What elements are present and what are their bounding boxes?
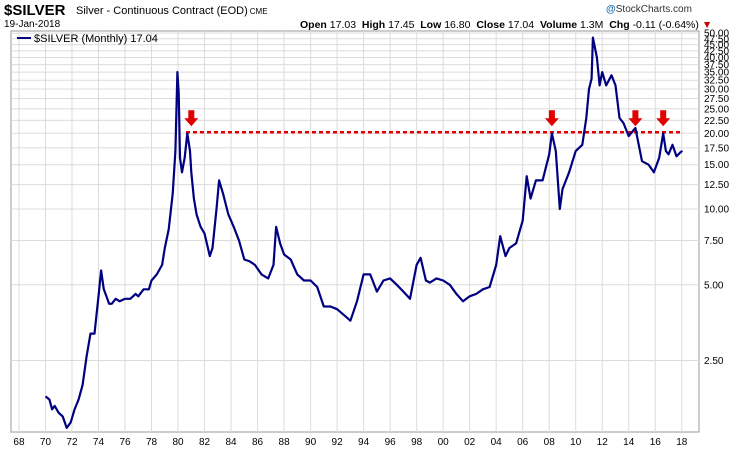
x-tick-label-02: 02 <box>464 437 476 448</box>
legend: $SILVER (Monthly) 17.04 <box>17 33 158 45</box>
down-arrow-icon-2 <box>544 110 559 127</box>
chg-label: Chg <box>609 19 630 31</box>
plot-frame <box>10 30 700 433</box>
y-tick-label-37.50: 37.50 <box>704 60 729 71</box>
y-tick-label-30.00: 30.00 <box>704 84 729 95</box>
silver-price-series-line <box>44 36 684 429</box>
x-tick-label-84: 84 <box>225 437 237 448</box>
y-tick-label-22.50: 22.50 <box>704 116 729 127</box>
contract-name: Silver - Continuous Contract (EOD) <box>76 5 248 17</box>
y-tick-label-27.50: 27.50 <box>704 94 729 105</box>
volume-label: Volume <box>539 19 578 31</box>
ohlc-summary: Open 17.03 High 17.45 Low 16.80 Close 17… <box>300 19 712 31</box>
x-tick-label-76: 76 <box>119 437 131 448</box>
x-tick-label-90: 90 <box>305 437 317 448</box>
y-tick-label-2.50: 2.50 <box>704 356 724 367</box>
x-tick-label-80: 80 <box>172 437 184 448</box>
open-label: Open <box>300 19 327 31</box>
quote-date: 19-Jan-2018 <box>4 19 61 30</box>
x-tick-label-08: 08 <box>544 437 556 448</box>
brand-name: StockCharts.com <box>615 4 692 15</box>
y-tick-label-50.00: 50.00 <box>704 29 729 40</box>
x-tick-label-92: 92 <box>332 437 344 448</box>
y-tick-label-42.50: 42.50 <box>704 46 729 57</box>
open-value: 17.03 <box>329 19 357 31</box>
volume-value: 1.3M <box>580 19 604 31</box>
x-tick-label-10: 10 <box>570 437 582 448</box>
x-tick-label-94: 94 <box>358 437 370 448</box>
x-tick-label-14: 14 <box>623 437 635 448</box>
symbol-title: $SILVER <box>4 2 66 19</box>
chg-down-arrow-icon: ▼ <box>701 19 713 31</box>
x-tick-label-72: 72 <box>66 437 78 448</box>
high-value: 17.45 <box>388 19 415 31</box>
x-tick-label-12: 12 <box>597 437 609 448</box>
y-tick-label-10.00: 10.00 <box>704 205 729 216</box>
y-tick-label-35.00: 35.00 <box>704 68 729 79</box>
down-arrow-icon-4 <box>656 110 671 127</box>
brand-watermark[interactable]: @StockCharts.com <box>606 4 692 15</box>
y-tick-label-40.00: 40.00 <box>704 53 729 64</box>
close-label: Close <box>476 19 505 31</box>
x-tick-label-00: 00 <box>438 437 450 448</box>
x-tick-label-18: 18 <box>676 437 688 448</box>
x-tick-label-06: 06 <box>517 437 529 448</box>
grid-lines <box>11 31 699 432</box>
x-tick-label-68: 68 <box>13 437 25 448</box>
x-tick-label-78: 78 <box>146 437 158 448</box>
down-arrow-icon-1 <box>184 110 199 127</box>
low-value: 16.80 <box>444 19 471 31</box>
legend-label: $SILVER (Monthly) 17.04 <box>34 33 158 45</box>
x-tick-label-96: 96 <box>385 437 397 448</box>
low-label: Low <box>420 19 442 31</box>
x-tick-label-74: 74 <box>93 437 105 448</box>
brand-logo-icon: @ <box>606 4 616 15</box>
y-axis-labels: 50.0047.5045.0042.5040.0037.5035.0032.50… <box>704 29 729 367</box>
y-tick-label-47.50: 47.50 <box>704 34 729 45</box>
arrow-markers <box>184 110 671 127</box>
x-tick-label-16: 16 <box>650 437 662 448</box>
high-label: High <box>361 19 386 31</box>
y-tick-label-5.00: 5.00 <box>704 280 724 291</box>
down-arrow-icon-3 <box>628 110 643 127</box>
exchange-label: CME <box>249 7 268 16</box>
x-tick-label-98: 98 <box>411 437 423 448</box>
x-tick-label-82: 82 <box>199 437 211 448</box>
x-tick-label-86: 86 <box>252 437 264 448</box>
contract-description: Silver - Continuous Contract (EOD) CME <box>76 5 268 17</box>
x-tick-label-70: 70 <box>40 437 52 448</box>
y-tick-label-32.50: 32.50 <box>704 76 729 87</box>
y-tick-label-15.00: 15.00 <box>704 160 729 171</box>
y-tick-label-7.50: 7.50 <box>704 236 724 247</box>
y-tick-label-12.50: 12.50 <box>704 180 729 191</box>
y-tick-label-17.50: 17.50 <box>704 143 729 154</box>
close-value: 17.04 <box>507 19 535 31</box>
chg-value: -0.11 (-0.64%) <box>632 19 699 31</box>
x-tick-label-88: 88 <box>279 437 291 448</box>
y-tick-label-45.00: 45.00 <box>704 40 729 51</box>
x-tick-label-04: 04 <box>491 437 503 448</box>
x-axis-labels: 68 70 72 74 76 78 80 82 84 86 88 90 92 94 96 98 00 02 04 06… <box>13 437 687 448</box>
y-tick-label-25.00: 25.00 <box>704 104 729 115</box>
y-tick-label-20.00: 20.00 <box>704 129 729 140</box>
